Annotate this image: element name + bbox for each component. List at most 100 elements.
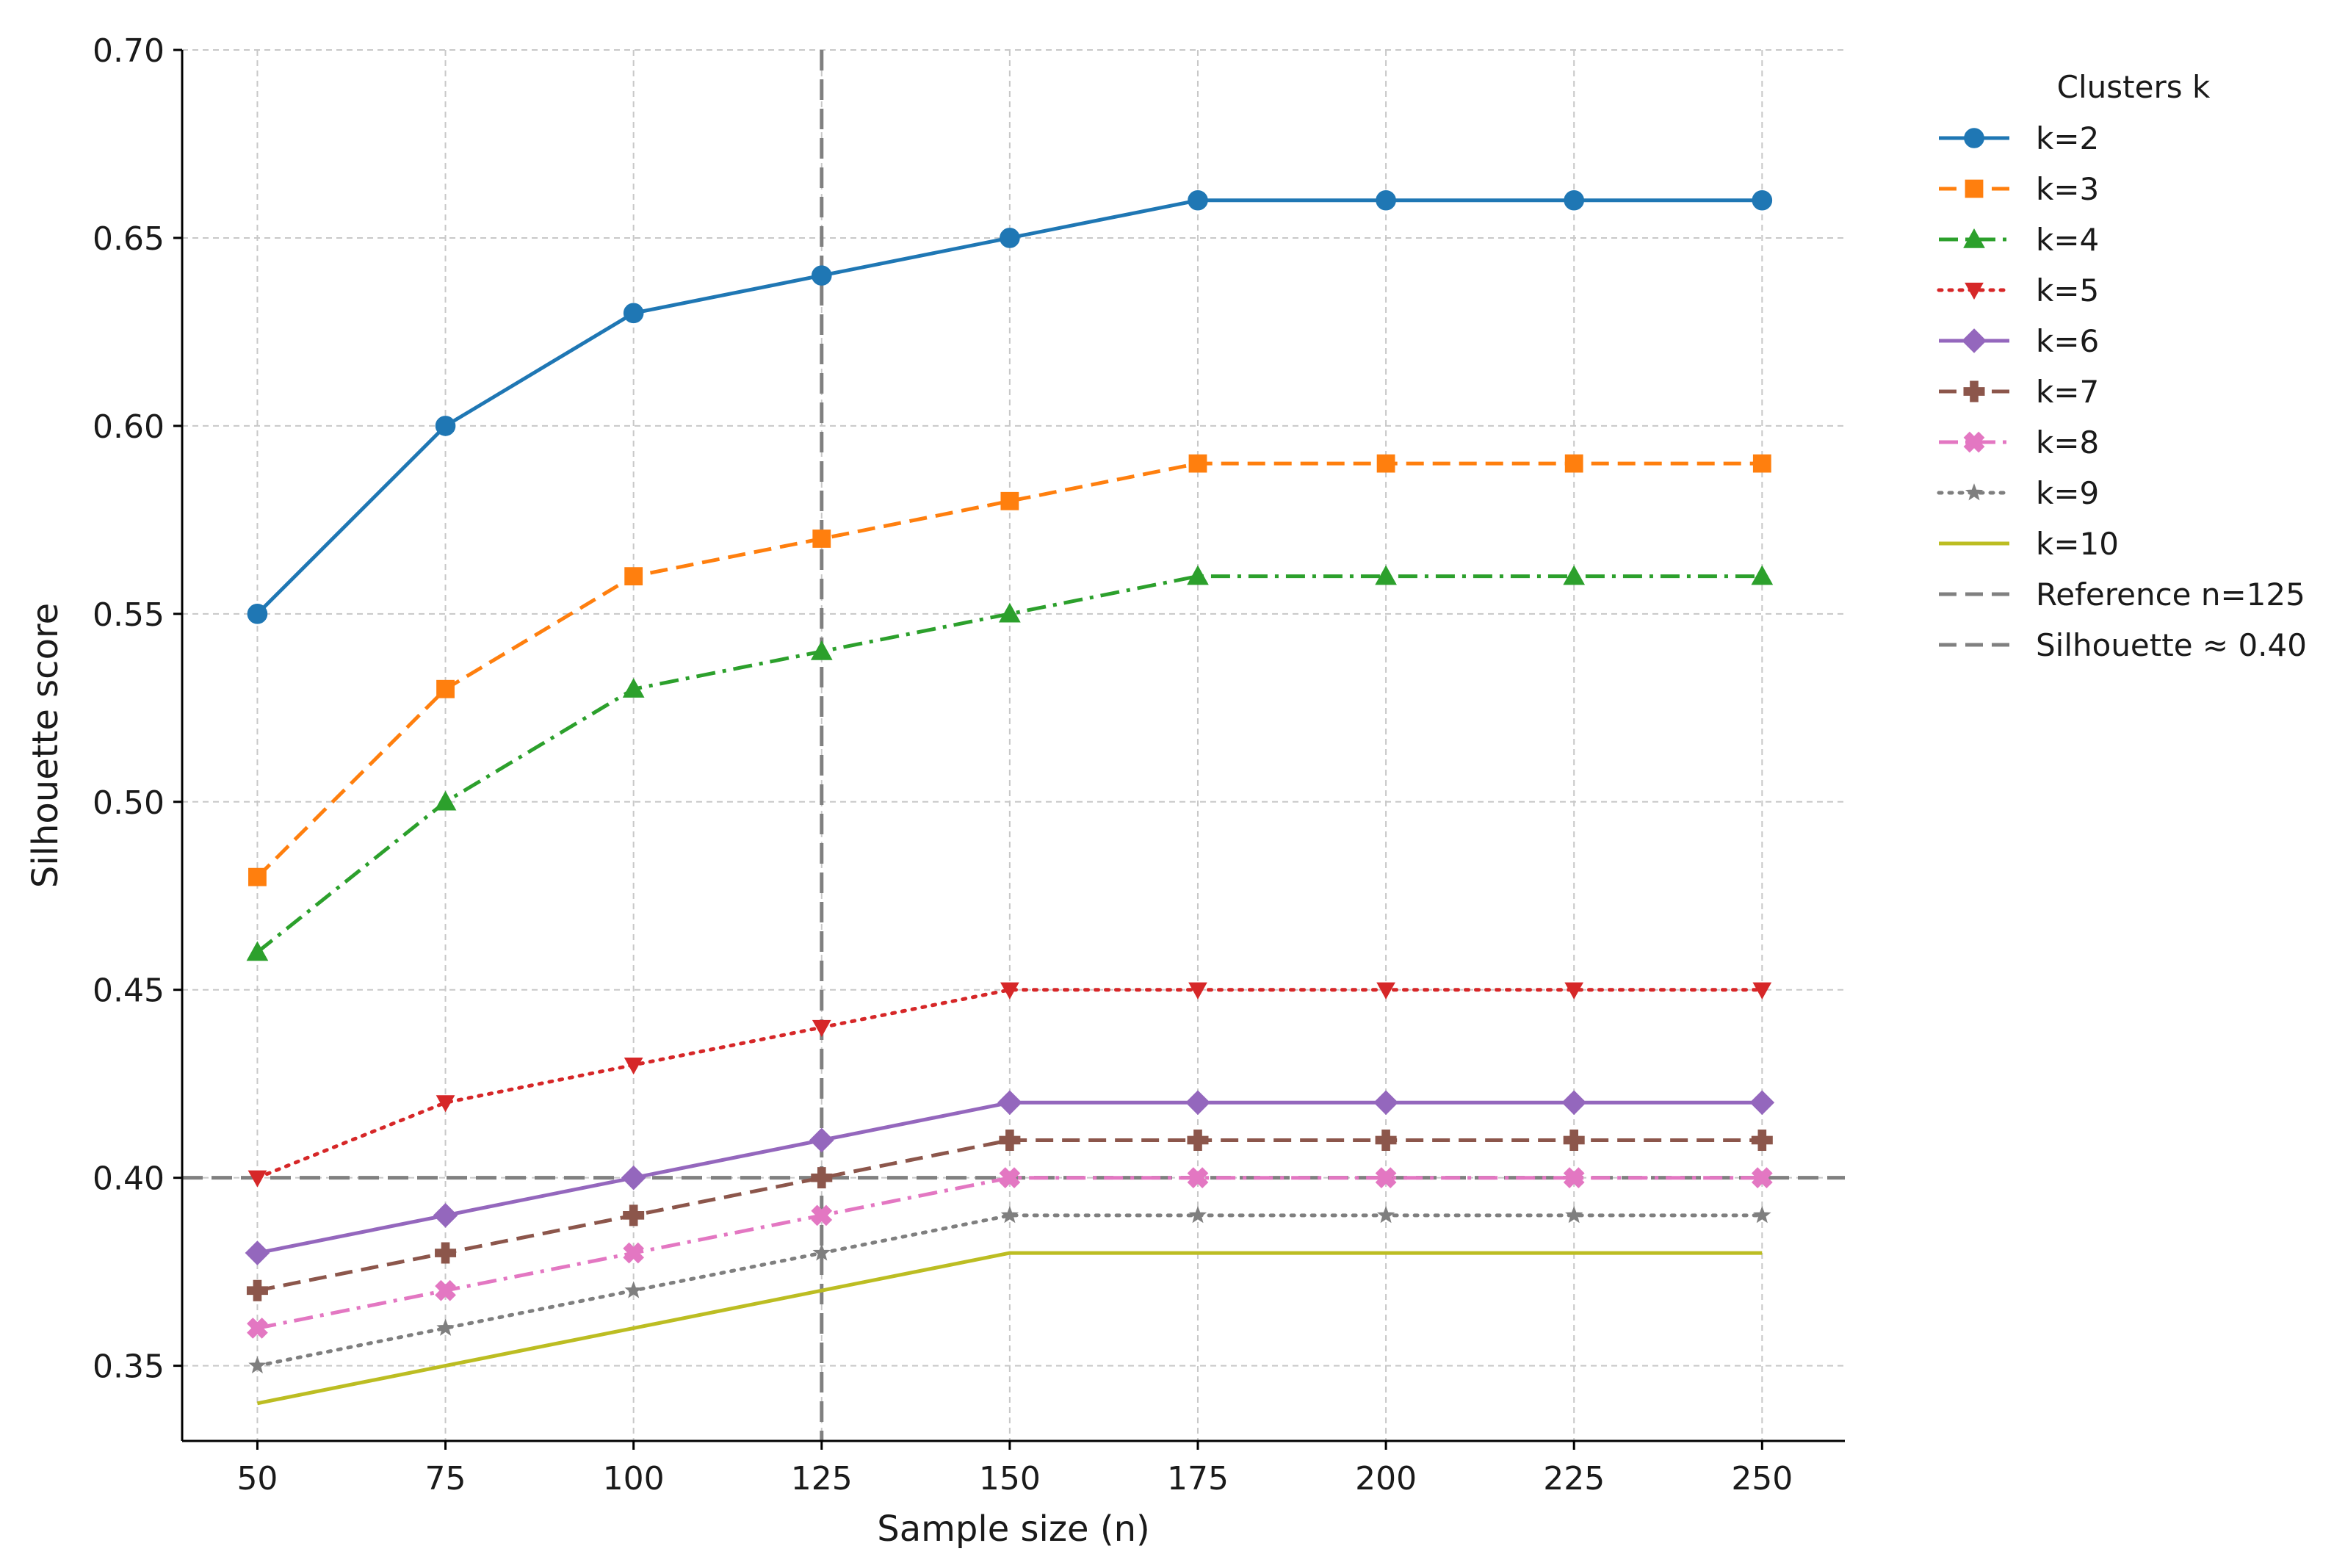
x-tick-label-50: 50 <box>236 1460 278 1497</box>
data-point-k-2-50 <box>247 604 268 624</box>
series-k-10 <box>256 1251 1763 1406</box>
series-layer <box>245 189 1775 1406</box>
data-point-k-2-125 <box>811 265 832 286</box>
data-point-k-8-100 <box>623 1242 645 1264</box>
data-point-k-3-175 <box>1188 454 1207 473</box>
data-point-k-6-100 <box>621 1165 646 1191</box>
data-point-k-7-250 <box>1751 1129 1773 1151</box>
legend-swatch-marker <box>1963 431 1985 453</box>
legend-label: k=4 <box>2036 222 2099 258</box>
data-point-k-6-175 <box>1185 1090 1210 1116</box>
x-tick-label-225: 225 <box>1543 1460 1605 1497</box>
legend-entry-k-2: k=2 <box>1939 120 2099 156</box>
data-point-k-8-175 <box>1187 1167 1209 1189</box>
data-point-k-8-225 <box>1563 1167 1585 1189</box>
series-line-k-9 <box>255 1213 1764 1368</box>
data-point-k-8-75 <box>435 1279 456 1301</box>
series-k-3 <box>248 454 1771 886</box>
y-tick-label-3: 0.50 <box>93 784 165 822</box>
data-point-k-8-175-shape <box>1187 1167 1209 1189</box>
y-tick-label-1: 0.40 <box>93 1160 165 1198</box>
legend-label: k=2 <box>2036 120 2099 156</box>
data-point-k-3-100 <box>624 567 643 586</box>
data-point-k-8-50 <box>247 1318 268 1339</box>
x-tick-label-125: 125 <box>791 1460 853 1497</box>
data-point-k-5-175 <box>1188 982 1207 1000</box>
data-point-k-5-250 <box>1752 982 1772 1000</box>
data-point-k-8-125-shape <box>811 1204 833 1226</box>
legend-title: Clusters k <box>2057 69 2211 105</box>
data-point-k-5-125 <box>812 1019 831 1037</box>
legend: Clusters k k=2 k=3 k=4 k=5 k=6 k=7 k=8 k=9 k=10 R… <box>1937 69 2307 663</box>
legend-entry-silhouette-0-40: Silhouette ≈ 0.40 <box>1939 627 2307 663</box>
data-point-k-2-250 <box>1752 189 1773 211</box>
y-axis-label: Silhouette score <box>25 603 66 888</box>
data-point-k-8-250 <box>1751 1167 1773 1189</box>
legend-swatch-marker-shape <box>1963 431 1985 453</box>
data-point-k-6-150 <box>997 1090 1022 1116</box>
data-point-k-2-225 <box>1564 189 1585 211</box>
data-point-k-5-75 <box>436 1095 455 1113</box>
data-point-k-7-50 <box>246 1279 268 1301</box>
x-tick-label-250: 250 <box>1731 1460 1793 1497</box>
data-point-k-2-175 <box>1188 189 1208 211</box>
series-line-k-5 <box>255 988 1764 1180</box>
data-point-k-9-100 <box>624 1281 643 1298</box>
data-point-k-8-125 <box>811 1204 833 1226</box>
data-point-k-4-125 <box>810 640 833 660</box>
x-tick-label-75: 75 <box>425 1460 466 1497</box>
data-point-k-6-50 <box>245 1240 270 1265</box>
x-axis-label: Sample size (n) <box>877 1509 1149 1550</box>
data-point-k-9-50 <box>248 1356 267 1373</box>
x-tick-label-175: 175 <box>1167 1460 1229 1497</box>
legend-label: Silhouette ≈ 0.40 <box>2036 627 2307 663</box>
y-tick-label-6: 0.65 <box>93 220 165 258</box>
data-point-k-3-200 <box>1376 454 1395 473</box>
series-k-2 <box>247 189 1773 624</box>
series-k-4 <box>246 565 1774 961</box>
data-point-k-5-150 <box>1000 982 1019 1000</box>
legend-entry-k-5: k=5 <box>1937 272 2099 308</box>
data-point-k-2-200 <box>1376 189 1396 211</box>
data-point-k-4-175 <box>1187 565 1209 585</box>
data-point-k-8-200-shape <box>1375 1167 1397 1189</box>
data-point-k-7-200 <box>1375 1129 1397 1151</box>
legend-entry-k-9: k=9 <box>1937 475 2099 511</box>
data-point-k-3-125 <box>812 530 831 548</box>
legend-label: k=8 <box>2036 424 2099 460</box>
data-point-k-3-225 <box>1564 454 1583 473</box>
data-point-k-2-75 <box>435 416 456 436</box>
series-k-9 <box>248 1206 1771 1373</box>
data-point-k-7-75 <box>435 1242 457 1264</box>
data-point-k-7-175 <box>1187 1129 1209 1151</box>
data-point-k-2-150 <box>1000 228 1020 248</box>
data-point-k-9-225 <box>1565 1206 1583 1224</box>
data-point-k-5-100 <box>624 1058 643 1075</box>
data-point-k-5-225 <box>1564 982 1584 1000</box>
data-point-k-7-150 <box>999 1129 1021 1151</box>
data-point-k-2-100 <box>623 303 644 324</box>
legend-label: k=3 <box>2036 171 2099 207</box>
data-point-k-4-150 <box>999 602 1021 623</box>
series-line-k-4 <box>256 574 1763 954</box>
series-line-k-10 <box>256 1251 1763 1406</box>
x-tick-label-200: 200 <box>1355 1460 1417 1497</box>
legend-entry-k-7: k=7 <box>1939 374 2099 410</box>
legend-entry-k-8: k=8 <box>1939 424 2099 460</box>
series-k-6 <box>245 1090 1775 1265</box>
legend-entry-k-10: k=10 <box>1939 526 2119 562</box>
legend-entry-k-3: k=3 <box>1939 171 2099 207</box>
series-k-7 <box>246 1129 1773 1301</box>
legend-entry-k-4: k=4 <box>1939 222 2099 258</box>
data-point-k-3-250 <box>1752 454 1771 473</box>
data-point-k-8-100-shape <box>623 1242 645 1264</box>
legend-label: k=5 <box>2036 272 2099 308</box>
legend-label: k=10 <box>2036 526 2119 562</box>
data-point-k-3-150 <box>1000 491 1019 510</box>
data-point-k-6-225 <box>1561 1090 1587 1116</box>
data-point-k-6-125 <box>809 1127 834 1153</box>
data-point-k-3-75 <box>436 679 455 698</box>
